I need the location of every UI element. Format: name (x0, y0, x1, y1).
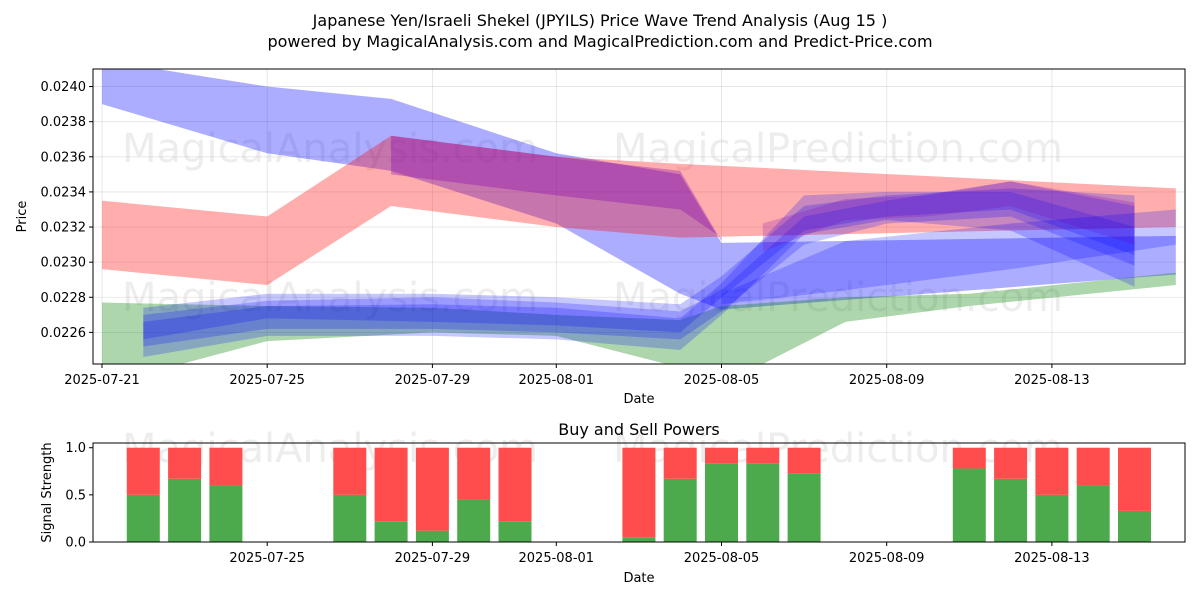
x-tick-label: 2025-07-29 (395, 373, 471, 388)
sell-bar (705, 447, 738, 464)
buy-bar (1118, 510, 1151, 542)
buy-bar (622, 537, 656, 542)
buy-bar (994, 478, 1028, 542)
buy-bar (374, 521, 408, 542)
buy-bar (498, 521, 532, 542)
watermark: MagicalAnalysis.com (122, 126, 538, 172)
buy-bar (705, 463, 738, 542)
buy-bar (1076, 485, 1110, 542)
wave-band-blue (102, 69, 1176, 310)
sell-bar (333, 447, 367, 495)
buy-bar (209, 485, 243, 542)
sell-bar (1076, 447, 1110, 486)
sell-bar (498, 447, 532, 522)
buy-bar (333, 494, 367, 542)
x-tick-label: 2025-08-05 (684, 373, 760, 388)
buy-sell-title: Buy and Sell Powers (558, 420, 720, 439)
x-tick-label: 2025-07-25 (229, 373, 305, 388)
buy-bar (126, 494, 160, 542)
sell-bar (952, 447, 986, 469)
buy-bar (415, 530, 449, 542)
wave-band-blue (143, 181, 1135, 347)
x-tick-label: 2025-07-25 (229, 551, 305, 566)
y-tick-label: 0.0226 (41, 326, 87, 341)
wave-band-purple (391, 135, 722, 242)
wave-band-blue (143, 191, 1135, 357)
sell-bar (126, 447, 160, 495)
chart-title: Japanese Yen/Israeli Shekel (JPYILS) Pri… (312, 11, 888, 30)
wave-band-green (102, 272, 1176, 364)
x-tick-label: 2025-08-05 (684, 551, 760, 566)
x-tick-label: 2025-08-01 (519, 551, 595, 566)
buy-bar (787, 473, 821, 542)
sell-bar (415, 447, 449, 531)
sell-bar (663, 447, 697, 479)
plot-frame (92, 68, 1186, 365)
y-tick-label: 0.0232 (41, 221, 87, 236)
sell-bar (457, 447, 491, 500)
sell-bar (168, 447, 202, 479)
x-tick-label: 2025-08-09 (849, 551, 925, 566)
y-axis-label: Signal Strength (40, 442, 55, 542)
y-tick-label: 0.0238 (41, 115, 87, 130)
y-tick-label: 0.5 (65, 488, 86, 503)
x-tick-label: 2025-07-21 (64, 373, 140, 388)
sell-bar (994, 447, 1028, 479)
x-axis-label: Date (623, 571, 654, 586)
sell-bar (1035, 447, 1069, 495)
y-tick-label: 0.0228 (41, 291, 87, 306)
watermark: MagicalAnalysis.com (122, 275, 538, 321)
x-tick-label: 2025-07-29 (395, 551, 471, 566)
y-tick-label: 0.0234 (41, 185, 87, 200)
buy-bar (746, 463, 780, 542)
chart-subtitle: powered by MagicalAnalysis.com and Magic… (267, 32, 932, 51)
buy-bar (457, 499, 491, 542)
x-tick-label: 2025-08-01 (519, 373, 595, 388)
x-axis-label: Date (623, 392, 654, 407)
x-tick-label: 2025-08-13 (1014, 373, 1090, 388)
watermark: MagicalPrediction.com (613, 275, 1063, 321)
price-wave-panel: MagicalAnalysis.com MagicalPrediction.com… (15, 68, 1186, 407)
y-tick-label: 0.0230 (41, 256, 87, 271)
sell-bar (622, 447, 656, 538)
sell-bar (787, 447, 821, 474)
sell-bar (1118, 447, 1151, 511)
buy-bar (952, 468, 986, 542)
wave-band-blue (721, 209, 1176, 305)
x-tick-label: 2025-08-13 (1014, 551, 1090, 566)
sell-bar (374, 447, 408, 522)
y-tick-label: 1.0 (65, 441, 86, 456)
y-tick-label: 0.0 (65, 536, 86, 551)
sell-bar (209, 447, 243, 486)
plot-frame (92, 442, 1186, 543)
wave-band-red (102, 135, 1176, 285)
y-tick-label: 0.0240 (41, 80, 87, 95)
wave-band-blue (143, 188, 1135, 340)
watermark: MagicalPrediction.com (613, 126, 1063, 172)
buy-bar (168, 478, 202, 542)
y-axis-label: Price (15, 201, 30, 233)
sell-bar (746, 447, 780, 464)
buy-sell-panel: MagicalAnalysis.com MagicalPrediction.com… (40, 420, 1186, 586)
x-tick-label: 2025-08-09 (849, 373, 925, 388)
y-tick-label: 0.0236 (41, 150, 87, 165)
buy-bar (1035, 494, 1069, 542)
wave-band-purple (762, 181, 1135, 252)
buy-bar (663, 478, 697, 542)
